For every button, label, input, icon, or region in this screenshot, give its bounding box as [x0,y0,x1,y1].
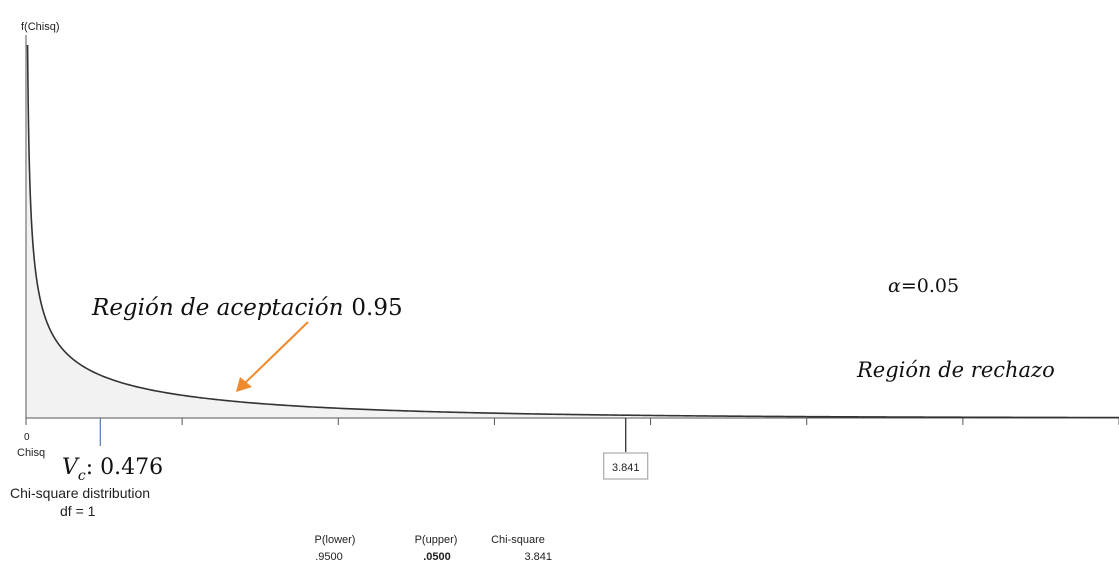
annotation-arrow-head [236,377,252,392]
rejection-region-label: Región de rechazo [856,358,1055,382]
alpha-label: α=0.05 [888,275,959,297]
computed-value-symbol: V [62,455,80,480]
table-header-chisquare: Chi-square [491,534,545,546]
computed-value-number: : 0.476 [86,455,163,480]
alpha-value: =0.05 [901,275,959,297]
critical-value-label: 3.841 [612,462,640,474]
critical-value-box [603,452,649,480]
distribution-name: Chi-square distribution [10,485,150,501]
df-label: df = 1 [60,503,96,519]
results-table: P(lower) P(upper) Chi-square .9500 .0500… [315,534,552,563]
computed-value-subscript: c [78,468,86,484]
table-header-pupper: P(upper) [415,534,458,546]
density-curve [26,44,1119,419]
table-header-plower: P(lower) [315,534,356,546]
x-axis-label: Chisq [17,447,45,459]
acceptance-region-label: Región de aceptación 0.95 [91,295,403,321]
table-value-pupper: .0500 [423,551,451,563]
computed-value-label: Vc: 0.476 [62,455,163,484]
alpha-symbol: α [888,275,901,297]
x-origin-label: 0 [24,432,30,443]
annotation-arrow-shaft [243,321,309,385]
acceptance-region-value: 0.95 [351,295,402,321]
table-value-chisquare: 3.841 [524,551,552,563]
acceptance-region-text: Región de aceptación [91,295,343,321]
acceptance-region-shading [26,45,626,418]
table-value-plower: .9500 [315,551,343,563]
x-axis-ticks [25,418,1119,425]
y-axis-label: f(Chisq) [21,21,60,33]
